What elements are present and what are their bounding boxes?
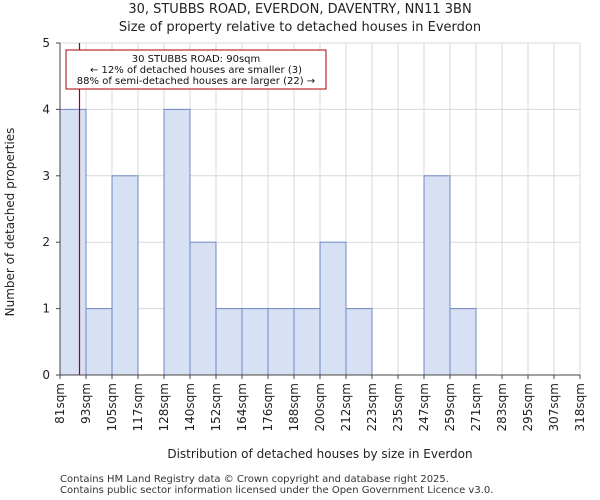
y-axis-label: Number of detached properties — [3, 127, 17, 317]
x-tick-label: 188sqm — [287, 383, 301, 431]
y-tick-label: 1 — [42, 302, 50, 316]
x-tick-label: 223sqm — [365, 383, 379, 431]
x-tick-label: 81sqm — [53, 383, 67, 424]
histogram-bar — [189, 241, 217, 376]
x-tick-label: 105sqm — [105, 383, 119, 431]
x-tick-label: 140sqm — [183, 383, 197, 431]
annotation-text: 88% of semi-detached houses are larger (… — [77, 76, 315, 87]
x-tick-label: 295sqm — [521, 383, 535, 431]
x-tick-label: 117sqm — [131, 383, 145, 431]
y-tick-label: 5 — [42, 36, 50, 50]
x-tick-label: 307sqm — [547, 383, 561, 431]
annotation-box — [65, 49, 327, 90]
x-tick-label: 128sqm — [157, 383, 171, 431]
histogram-bar — [293, 308, 321, 376]
x-tick-label: 271sqm — [469, 383, 483, 431]
histogram-bar — [345, 308, 373, 376]
annotation-text: 30 STUBBS ROAD: 90sqm — [132, 54, 261, 65]
x-tick-label: 152sqm — [209, 383, 223, 431]
x-tick-label: 93sqm — [79, 383, 93, 424]
histogram-bar — [111, 175, 139, 376]
histogram-bar — [163, 108, 191, 376]
histogram-bar — [267, 308, 295, 376]
histogram-bar — [85, 308, 113, 376]
chart-title-address: 30, STUBBS ROAD, EVERDON, DAVENTRY, NN11… — [128, 2, 472, 17]
y-tick-label: 3 — [42, 169, 50, 183]
x-tick-label: 212sqm — [339, 383, 353, 431]
y-tick-label: 4 — [42, 102, 50, 116]
x-tick-label: 247sqm — [417, 383, 431, 431]
x-tick-label: 318sqm — [573, 383, 587, 431]
histogram-bar — [423, 175, 451, 376]
y-tick-label: 0 — [42, 368, 50, 382]
annotation-text: ← 12% of detached houses are smaller (3) — [90, 65, 302, 76]
y-tick-label: 2 — [42, 235, 50, 249]
histogram-bar — [59, 108, 87, 376]
histogram-bar — [319, 241, 347, 376]
chart-title: Size of property relative to detached ho… — [118, 20, 482, 35]
x-tick-label: 176sqm — [261, 383, 275, 431]
x-tick-label: 164sqm — [235, 383, 249, 431]
x-tick-label: 200sqm — [313, 383, 327, 431]
histogram-bar — [215, 308, 243, 376]
x-tick-label: 259sqm — [443, 383, 457, 431]
x-tick-label: 283sqm — [495, 383, 509, 431]
histogram-bar — [449, 308, 477, 376]
x-tick-label: 235sqm — [391, 383, 405, 431]
histogram-bar — [241, 308, 269, 376]
footer-licence: Contains public sector information licen… — [60, 485, 494, 496]
footer-copyright: Contains HM Land Registry data © Crown c… — [60, 474, 449, 485]
x-axis-label: Distribution of detached houses by size … — [167, 447, 473, 461]
